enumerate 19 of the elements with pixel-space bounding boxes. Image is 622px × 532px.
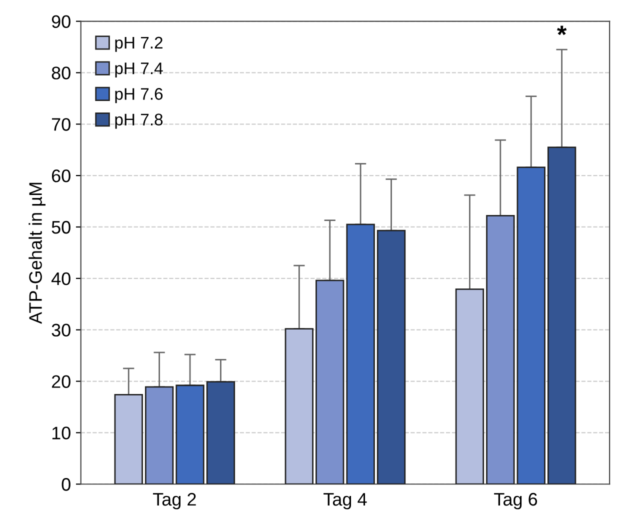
- y-tick-label: 20: [52, 375, 70, 388]
- y-tick-label: 40: [51, 272, 70, 286]
- y-tick-label: 90: [52, 15, 70, 28]
- legend-label: pH 7.8: [115, 114, 163, 129]
- x-tick-label: Tag 6: [494, 492, 538, 510]
- x-tick-label: Tag 4: [324, 493, 367, 510]
- annotation: *: [557, 26, 567, 36]
- y-tick-label: 10: [52, 426, 70, 440]
- y-tick-label: 0: [62, 478, 70, 491]
- y-tick-label: 50: [52, 220, 70, 234]
- y-tick-label: 70: [52, 118, 70, 131]
- legend-label: pH 7.6: [115, 88, 163, 104]
- y-tick-label: 80: [52, 66, 70, 80]
- y-tick-label: 60: [52, 169, 70, 182]
- x-tick-label: Tag 2: [152, 492, 196, 510]
- legend-label: pH 7.2: [115, 36, 162, 52]
- y-tick-label: 30: [52, 324, 70, 337]
- y-axis-title: ATP-Gehalt in µM: [28, 182, 46, 324]
- legend-label: pH 7.4: [115, 62, 163, 78]
